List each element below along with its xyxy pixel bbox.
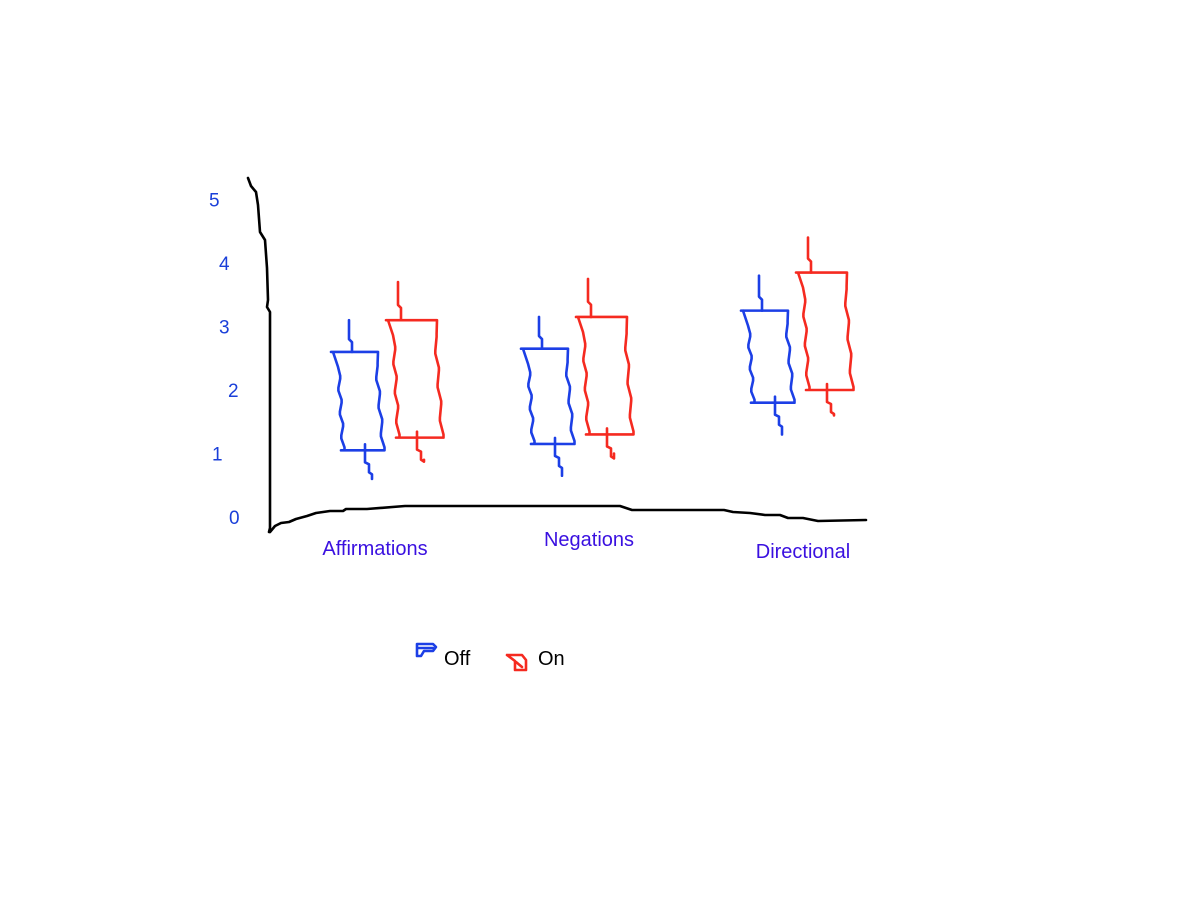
legend-swatch-off xyxy=(415,642,438,658)
x-axis-line xyxy=(268,504,868,534)
legend-swatch-on xyxy=(505,653,528,672)
y-tick-label: 1 xyxy=(212,445,223,466)
whisker-lower xyxy=(415,430,426,463)
whisker-upper xyxy=(396,280,403,322)
box-body xyxy=(739,309,796,404)
category-label: Negations xyxy=(544,529,634,551)
plot-area xyxy=(329,236,855,481)
box-body xyxy=(519,347,576,446)
legend: Off On xyxy=(415,642,565,672)
whisker-lower xyxy=(605,427,616,460)
box-body xyxy=(794,271,855,392)
whisker-lower xyxy=(553,436,564,478)
box-body xyxy=(574,315,635,436)
box-off-affirmations xyxy=(329,318,386,481)
whisker-lower xyxy=(773,395,784,436)
y-tick-label: 3 xyxy=(219,318,230,339)
y-tick-label: 2 xyxy=(228,381,239,402)
y-tick-label: 0 xyxy=(229,508,240,529)
category-label: Directional xyxy=(756,541,850,563)
whisker-upper xyxy=(537,315,544,351)
y-axis-line xyxy=(246,176,272,534)
box-on-affirmations xyxy=(384,280,445,463)
whisker-lower xyxy=(363,443,374,481)
y-tick-label: 4 xyxy=(219,254,230,275)
box-body xyxy=(329,350,386,452)
legend-item-on: On xyxy=(505,648,565,672)
box-body xyxy=(384,318,445,439)
whisker-upper xyxy=(586,277,593,319)
box-on-negations xyxy=(574,277,635,460)
category-label: Affirmations xyxy=(322,538,427,560)
y-tick-labels: 0 1 2 3 4 5 xyxy=(209,191,240,530)
legend-label-on: On xyxy=(538,648,565,670)
box-off-negations xyxy=(519,315,576,478)
legend-label-off: Off xyxy=(444,648,471,670)
whisker-upper xyxy=(757,274,764,312)
box-on-directional xyxy=(794,236,855,417)
category-labels: Affirmations Negations Directional xyxy=(322,529,850,563)
whisker-upper xyxy=(806,236,813,274)
y-tick-label: 5 xyxy=(209,191,220,212)
whisker-lower xyxy=(825,382,836,417)
box-off-directional xyxy=(739,274,796,436)
whisker-upper xyxy=(347,318,354,354)
legend-item-off: Off xyxy=(415,642,471,670)
